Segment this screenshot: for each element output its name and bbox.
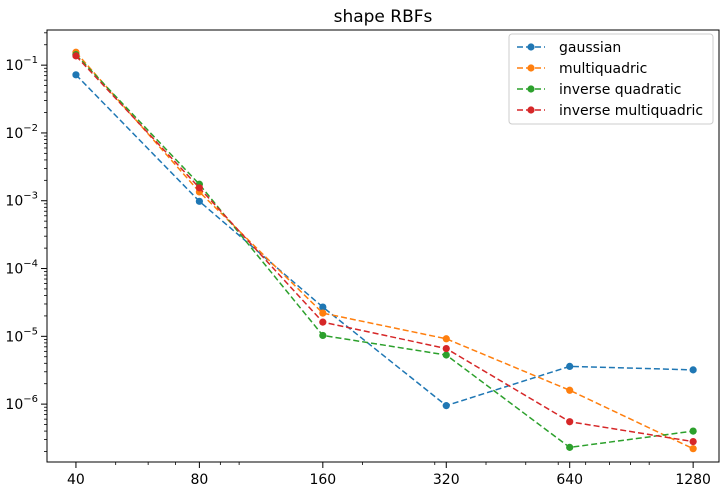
series-line-inverse-multiquadric: [75, 55, 694, 443]
series-line-gaussian: [75, 74, 694, 407]
y-tick-label: 10−5: [5, 326, 38, 345]
series-line-inverse-quadratic: [75, 54, 694, 449]
y-tick-label: 10−2: [5, 123, 38, 142]
legend-label: gaussian: [559, 40, 621, 56]
data-point-inverse-quadratic: [319, 331, 327, 340]
data-point-inverse-multiquadric: [72, 52, 80, 60]
y-tick-label: 10−6: [5, 394, 38, 413]
x-tick-label: 40: [67, 472, 85, 488]
data-point-inverse-multiquadric: [566, 418, 574, 426]
x-axis: 40 80 160 320 640 1280: [67, 462, 711, 488]
data-point-gaussian: [566, 362, 574, 371]
x-tick-label: 160: [309, 472, 336, 488]
data-point-inverse-multiquadric: [689, 437, 697, 446]
y-axis: 10−6 10−5 10−4 10−3 10−2 10−1: [5, 32, 47, 452]
series-line-multiquadric: [75, 51, 694, 450]
data-point-inverse-multiquadric: [195, 184, 203, 192]
y-tick-label: 10−4: [5, 259, 38, 278]
data-point-gaussian: [319, 303, 327, 311]
data-point-multiquadric: [689, 445, 697, 453]
legend: gaussian multiquadric inverse quadratic inv…: [508, 33, 714, 125]
data-point-gaussian: [72, 71, 80, 79]
legend-marker: [527, 43, 535, 51]
data-point-multiquadric: [319, 309, 327, 317]
data-point-multiquadric: [566, 386, 574, 394]
data-point-inverse-multiquadric: [319, 318, 327, 326]
x-tick-label: 640: [556, 472, 583, 488]
chart-title: shape RBFs: [334, 7, 433, 27]
legend-box: [508, 33, 714, 125]
legend-marker: [527, 64, 535, 72]
data-point-gaussian: [195, 197, 203, 205]
legend-label: inverse multiquadric: [559, 103, 703, 119]
data-point-multiquadric: [442, 335, 450, 343]
series-layer: [72, 48, 697, 453]
x-tick-label: 320: [433, 472, 460, 488]
legend-label: multiquadric: [559, 61, 647, 77]
legend-marker: [527, 85, 535, 93]
data-point-gaussian: [689, 366, 697, 374]
legend-marker: [527, 106, 535, 114]
plot-frame: [46, 29, 720, 463]
legend-label: inverse quadratic: [559, 82, 681, 98]
data-point-inverse-multiquadric: [442, 344, 450, 353]
data-point-inverse-quadratic: [566, 443, 574, 451]
data-point-inverse-quadratic: [442, 351, 450, 359]
x-tick-label: 1280: [675, 472, 711, 488]
y-tick-label: 10−3: [5, 191, 38, 210]
x-tick-label: 80: [190, 472, 208, 488]
data-point-gaussian: [442, 402, 450, 410]
y-tick-label: 10−1: [5, 55, 38, 74]
data-point-inverse-quadratic: [689, 427, 697, 435]
